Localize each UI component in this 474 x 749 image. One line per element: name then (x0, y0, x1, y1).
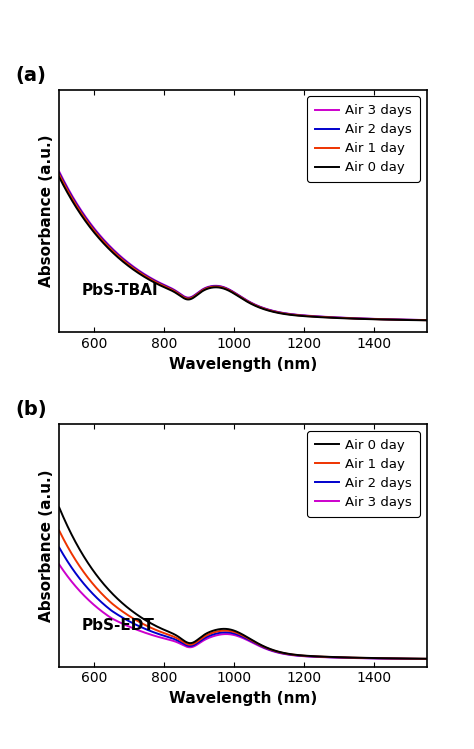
Air 0 day (424, 654, 429, 663)
Air 1 day (96, 232, 102, 241)
Air 1 day (213, 282, 219, 291)
Air 0 day (213, 625, 219, 634)
Y-axis label: Absorbance (a.u.): Absorbance (a.u.) (39, 135, 54, 288)
X-axis label: Wavelength (nm): Wavelength (nm) (169, 357, 317, 372)
Air 0 day (96, 574, 102, 583)
Text: PbS-EDT: PbS-EDT (82, 618, 154, 633)
Air 0 day (213, 283, 219, 292)
Air 2 days (424, 315, 429, 324)
Air 2 days (152, 628, 158, 637)
Air 0 day (56, 173, 62, 182)
Air 0 day (424, 316, 429, 325)
Air 0 day (96, 234, 102, 243)
Air 3 days (96, 605, 102, 614)
Air 2 days (56, 543, 62, 552)
Air 0 day (152, 621, 158, 630)
Y-axis label: Absorbance (a.u.): Absorbance (a.u.) (39, 469, 54, 622)
Air 3 days (213, 282, 219, 291)
Air 1 day (333, 313, 339, 322)
Air 2 days (333, 313, 339, 322)
Air 0 day (56, 503, 62, 512)
Air 3 days (424, 655, 429, 664)
Air 2 days (56, 169, 62, 178)
Air 2 days (318, 652, 324, 661)
Air 3 days (318, 652, 324, 661)
Text: PbS-TBAI: PbS-TBAI (82, 283, 158, 298)
Line: Air 0 day: Air 0 day (59, 508, 427, 658)
Air 3 days (56, 167, 62, 176)
Line: Air 3 days: Air 3 days (59, 565, 427, 659)
Line: Air 2 days: Air 2 days (59, 548, 427, 659)
Air 2 days (374, 315, 379, 324)
Air 1 day (56, 527, 62, 536)
Air 3 days (213, 631, 219, 640)
Air 1 day (152, 625, 158, 634)
Line: Air 2 days: Air 2 days (59, 173, 427, 320)
Legend: Air 0 day, Air 1 day, Air 2 days, Air 3 days: Air 0 day, Air 1 day, Air 2 days, Air 3 … (307, 431, 420, 517)
Air 1 day (374, 654, 379, 663)
Air 3 days (374, 654, 379, 663)
Text: (b): (b) (15, 401, 47, 419)
Air 2 days (333, 653, 339, 662)
Air 1 day (152, 277, 158, 286)
Air 2 days (96, 231, 102, 240)
Air 2 days (318, 312, 324, 321)
Air 0 day (374, 654, 379, 663)
Air 0 day (152, 279, 158, 288)
Line: Air 3 days: Air 3 days (59, 172, 427, 320)
X-axis label: Wavelength (nm): Wavelength (nm) (169, 691, 317, 706)
Air 1 day (424, 315, 429, 324)
Air 0 day (374, 315, 379, 324)
Line: Air 0 day: Air 0 day (59, 178, 427, 321)
Air 3 days (152, 276, 158, 285)
Air 3 days (333, 313, 339, 322)
Line: Air 1 day: Air 1 day (59, 175, 427, 320)
Air 1 day (333, 652, 339, 661)
Air 2 days (424, 655, 429, 664)
Air 3 days (318, 312, 324, 321)
Air 3 days (152, 631, 158, 640)
Air 0 day (333, 314, 339, 323)
Air 3 days (424, 315, 429, 324)
Line: Air 1 day: Air 1 day (59, 531, 427, 659)
Air 0 day (333, 652, 339, 661)
Air 3 days (56, 560, 62, 569)
Air 3 days (374, 315, 379, 324)
Text: (a): (a) (15, 66, 46, 85)
Air 2 days (96, 595, 102, 604)
Air 2 days (213, 629, 219, 638)
Air 3 days (333, 653, 339, 662)
Air 3 days (96, 230, 102, 239)
Air 1 day (318, 312, 324, 321)
Air 1 day (56, 170, 62, 179)
Air 0 day (318, 313, 324, 322)
Air 2 days (152, 276, 158, 285)
Air 0 day (318, 652, 324, 661)
Air 1 day (96, 586, 102, 595)
Air 2 days (374, 654, 379, 663)
Air 1 day (424, 655, 429, 664)
Air 1 day (374, 315, 379, 324)
Air 1 day (213, 627, 219, 636)
Legend: Air 3 days, Air 2 days, Air 1 day, Air 0 day: Air 3 days, Air 2 days, Air 1 day, Air 0… (307, 97, 420, 182)
Air 1 day (318, 652, 324, 661)
Air 2 days (213, 282, 219, 291)
